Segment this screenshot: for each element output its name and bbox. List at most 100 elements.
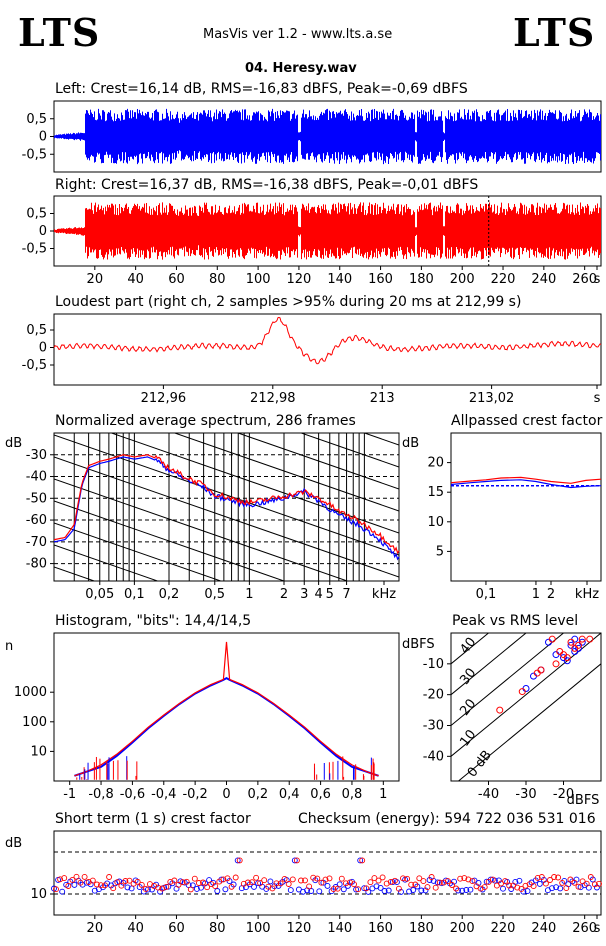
short-term-point-right <box>89 877 96 884</box>
peak-rms-x-tick-label: -40 <box>478 787 499 802</box>
short-term-x-tick-label: 40 <box>127 921 144 936</box>
spectrum-x-tick-label: 2 <box>280 587 288 602</box>
short-term-point-right <box>204 884 211 891</box>
waveform-trace <box>54 202 601 260</box>
short-term-point-right <box>436 879 443 886</box>
crest-y-tick-label: 20 <box>427 456 444 471</box>
short-term-point-left <box>287 887 294 894</box>
short-term-x-tick-label: 180 <box>409 921 434 936</box>
short-term-x-tick-label: s <box>594 921 601 936</box>
short-term-point-right <box>179 879 186 886</box>
short-term-point-right <box>240 880 247 887</box>
short-term-point-right <box>322 876 329 883</box>
short-term-point-left <box>414 883 421 890</box>
short-term-x-tick-label: 140 <box>327 921 352 936</box>
short-term-point-left <box>234 857 241 864</box>
right-channel-title: Right: Crest=16,37 dB, RMS=-16,38 dBFS, … <box>55 177 479 193</box>
histogram-title: Histogram, "bits": 14,4/14,5 <box>55 613 252 629</box>
crest-diagonal-label: 40 <box>457 635 479 657</box>
histogram-y-tick-label: 10 <box>30 744 47 759</box>
short-term-x-tick-label: 240 <box>531 921 556 936</box>
short-term-point-right <box>53 886 59 893</box>
short-term-point-right <box>73 873 80 880</box>
short-term-point-right <box>563 885 570 892</box>
peak-rms-point-left <box>575 644 582 652</box>
waveform-x-tick-label: 100 <box>246 272 271 287</box>
peak-rms-point-right <box>567 638 575 646</box>
short-term-point-right <box>342 880 349 887</box>
short-term-point-left <box>324 882 331 889</box>
short-term-point-left <box>222 886 229 893</box>
spectrum-diagonal <box>54 655 399 775</box>
short-term-point-right <box>416 875 423 882</box>
short-term-point-right <box>408 881 415 888</box>
histogram-frame <box>53 632 400 782</box>
short-term-point-right <box>285 881 292 887</box>
short-term-x-tick-label: 60 <box>168 921 185 936</box>
short-term-x-tick-label: 160 <box>368 921 393 936</box>
short-term-x-tick-label: 120 <box>287 921 312 936</box>
short-term-point-right <box>551 874 558 880</box>
loudest-x-tick-label: 212,98 <box>250 391 296 406</box>
spectrum-x-tick-label: 3 <box>300 587 308 602</box>
short-term-point-left <box>214 888 221 894</box>
short-term-point-right <box>559 879 566 886</box>
waveform-trace <box>54 108 601 165</box>
short-term-point-right <box>461 875 468 882</box>
histogram-x-tick-label: 1 <box>379 787 387 802</box>
short-term-point-right <box>567 876 574 883</box>
short-term-point-left <box>124 884 131 891</box>
short-term-point-left <box>251 883 257 890</box>
spectrum-y-tick-label: -80 <box>26 557 47 572</box>
short-term-point-right <box>257 880 264 887</box>
short-term-point-right <box>338 875 345 882</box>
crest-diagonal <box>457 663 601 781</box>
short-term-point-right <box>228 883 235 890</box>
spectrum-diagonal <box>54 522 223 581</box>
short-term-point-right <box>469 878 476 885</box>
peak-rms-y-tick-label: -40 <box>423 749 444 764</box>
short-term-point-right <box>351 881 357 888</box>
short-term-point-right <box>514 884 521 891</box>
short-term-point-left <box>357 857 364 864</box>
waveform-y-tick-label: 0 <box>39 224 47 239</box>
spectrum-x-tick-label: 0,05 <box>85 587 114 602</box>
spectrum-x-tick-label: kHz <box>372 587 396 602</box>
crest-series-left <box>450 479 602 489</box>
peak-rms-point-right <box>556 648 564 655</box>
short-term-point-right <box>359 857 366 864</box>
spectrum-x-tick-label: 5 <box>326 587 334 602</box>
spectrum-x-tick-label: 1 <box>245 587 253 602</box>
waveform-y-tick-label: 0 <box>39 130 47 145</box>
loudest-trace <box>53 316 602 365</box>
waveform-x-tick-label: 120 <box>287 272 312 287</box>
short-term-point-left <box>524 888 531 895</box>
waveform-x-tick-label: 20 <box>87 272 104 287</box>
waveform-x-tick-label: 200 <box>450 272 475 287</box>
histogram-series-right <box>74 641 379 777</box>
short-term-point-right <box>97 882 104 889</box>
spectrum-diagonal <box>54 544 160 581</box>
short-term-point-right <box>171 877 178 884</box>
loudest-x-tick-label: 213,02 <box>469 391 515 406</box>
short-term-point-left <box>557 885 564 892</box>
waveform-y-tick-label: -0,5 <box>22 147 47 162</box>
spectrum-diagonal <box>54 500 286 581</box>
short-term-x-tick-label: 100 <box>246 921 271 936</box>
short-term-point-right <box>261 877 268 884</box>
peak-rms-point-right <box>548 635 556 643</box>
short-term-point-right <box>102 882 108 889</box>
spectrum-diagonal <box>299 433 399 468</box>
short-term-point-right <box>367 879 374 886</box>
peak-rms-y-tick-label: -10 <box>423 657 444 672</box>
short-term-point-right <box>502 878 509 885</box>
peak-rms-point-right <box>518 688 526 696</box>
peak-rms-point-right <box>563 654 571 662</box>
short-term-point-right <box>310 874 317 881</box>
crest-y-tick-label: 10 <box>427 515 444 530</box>
spectrum-y-tick-label: -70 <box>26 535 47 550</box>
spectrum-x-tick-label: 0,1 <box>124 587 145 602</box>
short-term-point-right <box>110 885 117 892</box>
spectrum-diagonal <box>54 303 399 423</box>
spectrum-diagonal <box>54 566 96 581</box>
